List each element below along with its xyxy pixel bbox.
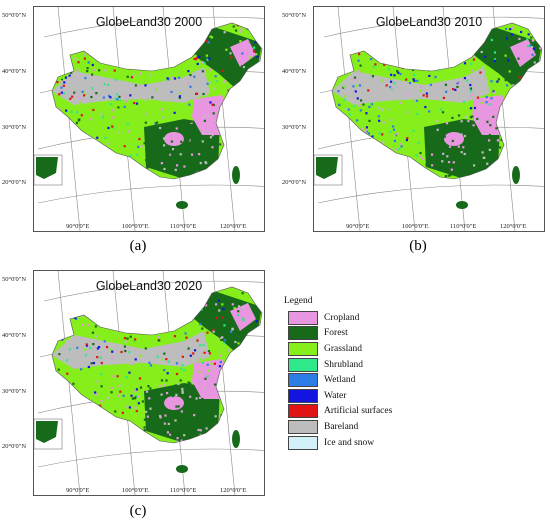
china-land-cover-map <box>34 271 264 495</box>
legend-swatch <box>288 388 318 403</box>
lon-label-120e: 120°0'0"E <box>220 223 247 230</box>
lat-label-40n: 40°0'0"N <box>2 68 27 75</box>
legend-swatch <box>288 310 318 325</box>
china-land-cover-map <box>34 7 264 231</box>
map-panel-2000: GlobeLand30 2000 50°0'0"N <box>33 6 265 232</box>
legend-label: Bareland <box>324 421 359 432</box>
legend-item-water: Water <box>284 388 434 404</box>
lat-label-20n: 20°0'0"N <box>282 179 307 186</box>
legend-swatch <box>288 357 318 372</box>
legend-item-artificial-surfaces: Artificial surfaces <box>284 404 434 420</box>
lat-label-30n: 30°0'0"N <box>2 124 27 131</box>
legend-label: Forest <box>324 328 348 339</box>
panel-label-a: (a) <box>129 238 147 254</box>
legend-swatch <box>288 326 318 341</box>
legend-label: Wetland <box>324 375 356 386</box>
lat-label-50n: 50°0'0"N <box>2 276 27 283</box>
lon-label-110e: 110°0'0"E <box>170 223 197 230</box>
lon-label-110e: 110°0'0"E <box>450 223 477 230</box>
legend-swatch <box>288 341 318 356</box>
legend-swatch <box>288 419 318 434</box>
legend-swatch <box>288 373 318 388</box>
map-title: GlobeLand30 2000 <box>95 15 203 29</box>
legend-swatch <box>288 435 318 450</box>
lon-label-90e: 90°0'0"E <box>66 487 90 494</box>
legend-item-ice-and-snow: Ice and snow <box>284 435 434 451</box>
legend-item-forest: Forest <box>284 326 434 342</box>
legend-item-shrubland: Shrubland <box>284 357 434 373</box>
lat-label-20n: 20°0'0"N <box>2 179 27 186</box>
lon-label-100e: 100°0'0"E <box>402 223 429 230</box>
lon-label-120e: 120°0'0"E <box>220 487 247 494</box>
lon-label-90e: 90°0'0"E <box>66 223 90 230</box>
map-title: GlobeLand30 2020 <box>95 279 203 293</box>
lon-label-120e: 120°0'0"E <box>500 223 527 230</box>
lat-label-20n: 20°0'0"N <box>2 443 27 450</box>
map-panel-2020: GlobeLand30 2020 <box>33 270 265 496</box>
legend-label: Shrubland <box>324 359 364 370</box>
panel-label-b: (b) <box>409 238 427 254</box>
lat-label-30n: 30°0'0"N <box>2 388 27 395</box>
lat-label-40n: 40°0'0"N <box>282 68 307 75</box>
china-land-cover-map <box>314 7 544 231</box>
lat-label-50n: 50°0'0"N <box>2 12 27 19</box>
legend-item-grassland: Grassland <box>284 341 434 357</box>
legend-item-cropland: Cropland <box>284 310 434 326</box>
legend-label: Water <box>324 390 347 401</box>
legend-title: Legend <box>284 296 313 306</box>
map-title: GlobeLand30 2010 <box>375 15 483 29</box>
lon-label-110e: 110°0'0"E <box>170 487 197 494</box>
panel-label-c: (c) <box>129 503 147 519</box>
lon-label-100e: 100°0'0"E <box>122 487 149 494</box>
legend-label: Cropland <box>324 312 360 323</box>
lon-label-100e: 100°0'0"E <box>122 223 149 230</box>
lat-label-30n: 30°0'0"N <box>282 124 307 131</box>
legend-item-bareland: Bareland <box>284 419 434 435</box>
legend-label: Artificial surfaces <box>324 406 393 417</box>
legend-label: Ice and snow <box>324 437 375 448</box>
legend-item-wetland: Wetland <box>284 372 434 388</box>
lon-label-90e: 90°0'0"E <box>346 223 370 230</box>
lat-label-40n: 40°0'0"N <box>2 332 27 339</box>
lat-label-50n: 50°0'0"N <box>282 12 307 19</box>
legend-label: Grassland <box>324 343 362 354</box>
map-panel-2010: GlobeLand30 2010 <box>313 6 545 232</box>
legend: Legend Cropland Forest Grassland Shrubla… <box>284 296 434 450</box>
legend-swatch <box>288 404 318 419</box>
